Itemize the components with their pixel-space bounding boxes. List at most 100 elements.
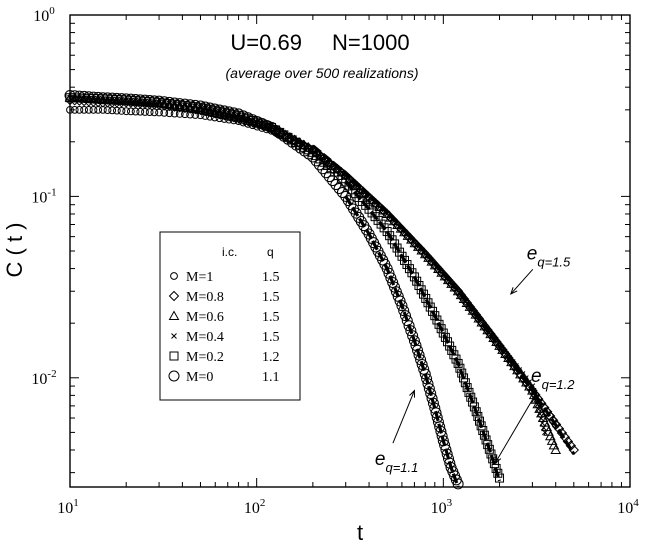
data-point xyxy=(78,90,90,102)
y-tick-label: 10-1 xyxy=(31,186,56,206)
data-point xyxy=(320,167,332,179)
tick-layer: 101 102 103 104 10-2 10-1 100 xyxy=(31,5,639,517)
legend-label: M=0.4 xyxy=(186,330,224,345)
legend-label: M=1 xyxy=(186,270,213,285)
legend-label: M=0.8 xyxy=(186,290,224,305)
data-point xyxy=(387,276,399,288)
fit-curve-q=1.5 xyxy=(311,144,576,455)
data-point xyxy=(452,478,464,490)
data-point xyxy=(307,151,319,163)
data-point xyxy=(80,105,88,114)
y-tick-label: 100 xyxy=(33,5,55,25)
data-point xyxy=(362,191,374,201)
data-point xyxy=(550,444,562,454)
data-point xyxy=(439,270,451,281)
data-point xyxy=(542,429,548,436)
data-point xyxy=(116,93,128,105)
annotation-arrow xyxy=(510,268,534,295)
data-point xyxy=(97,92,109,104)
data-point xyxy=(327,175,339,187)
data-point xyxy=(126,107,135,116)
data-point xyxy=(158,98,170,109)
data-point xyxy=(317,163,329,175)
x-tick-label: 102 xyxy=(244,497,266,517)
legend-label: M=0 xyxy=(186,370,213,385)
legend-q: 1.5 xyxy=(262,310,280,325)
legend-marker xyxy=(168,370,180,382)
chart-title: U=0.69 N=1000 xyxy=(230,30,409,55)
data-point xyxy=(125,93,137,105)
x-tick-label: 101 xyxy=(57,497,79,517)
legend-header-ic: i.c. xyxy=(222,245,237,259)
data-point xyxy=(493,468,503,478)
data-point xyxy=(196,111,205,120)
data-point xyxy=(164,99,175,110)
data-point xyxy=(92,91,104,103)
annotation-layer: eq=1.5 eq=1.2 eq=1.1 xyxy=(375,243,575,475)
data-point xyxy=(394,295,406,307)
data-point xyxy=(398,305,410,317)
data-point xyxy=(399,226,410,237)
x-tick-label: 103 xyxy=(431,497,453,517)
fit-curve-q=1.1 xyxy=(344,195,460,488)
legend-marker xyxy=(169,351,179,361)
data-point xyxy=(409,237,421,248)
data-point xyxy=(120,93,132,105)
data-point xyxy=(396,300,408,312)
legend-q: 1.2 xyxy=(262,350,280,365)
legend-q: 1.5 xyxy=(262,270,280,285)
legend-marker xyxy=(170,272,178,280)
data-point xyxy=(323,171,335,183)
legend-label: M=0.6 xyxy=(186,310,224,325)
legend-q: 1.5 xyxy=(262,290,280,305)
annotation-label: eq=1.5 xyxy=(527,243,571,269)
data-point xyxy=(233,108,245,120)
data-point xyxy=(313,159,325,171)
data-point xyxy=(453,358,463,368)
annotation-arrow xyxy=(392,390,415,444)
data-point xyxy=(390,286,402,298)
y-tick-label: 10-2 xyxy=(31,368,56,388)
fit-curve-q=1.2 xyxy=(344,180,502,482)
data-point xyxy=(519,371,526,377)
fit-curves-layer xyxy=(311,144,576,488)
data-point xyxy=(461,297,473,307)
data-point xyxy=(470,309,482,319)
data-point xyxy=(251,116,263,128)
data-point xyxy=(122,107,131,116)
data-point xyxy=(540,424,547,431)
data-point xyxy=(87,91,99,103)
legend: i.c. q M=1 1.5 M=0.8 1.5 M=0.6 1.5 M=0.4 1.5 M=0… xyxy=(159,231,301,401)
data-point xyxy=(401,315,413,327)
data-point xyxy=(106,92,118,104)
data-point xyxy=(385,272,397,284)
annotation-label: eq=1.1 xyxy=(375,449,418,475)
data-point xyxy=(405,325,417,337)
data-point xyxy=(392,290,404,302)
data-point xyxy=(83,91,95,103)
legend-header-q: q xyxy=(267,245,274,259)
data-point xyxy=(256,118,268,130)
data-point xyxy=(111,92,123,104)
annotation-arrowhead xyxy=(510,287,518,295)
data-point xyxy=(399,310,411,322)
data-point xyxy=(330,179,342,191)
data-point xyxy=(442,274,454,285)
data-point xyxy=(426,256,438,266)
data-point xyxy=(547,415,559,426)
legend-label: M=0.2 xyxy=(186,350,224,365)
data-point xyxy=(153,98,165,108)
x-axis-label: t xyxy=(357,520,363,545)
data-point xyxy=(446,278,457,288)
annotation-arrowhead xyxy=(409,389,415,398)
chart-subtitle: (average over 500 realizations) xyxy=(226,65,419,81)
data-point xyxy=(73,90,85,102)
data-point xyxy=(538,415,544,422)
data-point xyxy=(537,411,543,417)
data-point xyxy=(102,92,114,104)
x-tick-label: 104 xyxy=(617,497,639,517)
annotation-arrow xyxy=(494,391,538,464)
data-point xyxy=(403,320,415,332)
